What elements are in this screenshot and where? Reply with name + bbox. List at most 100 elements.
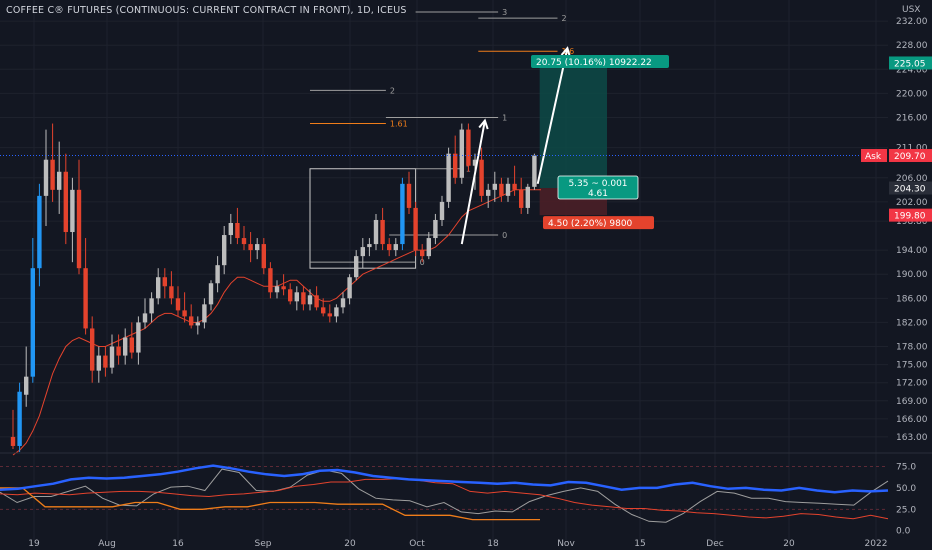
- price-axis: 232.00 228.00 224.00 220.00 216.00 211.00 206.…: [888, 0, 932, 550]
- candle-body: [354, 256, 359, 278]
- candle-body: [268, 268, 273, 293]
- candle-body: [156, 277, 161, 299]
- trend-arrow-head: [560, 46, 571, 58]
- fib-level-label: 1: [502, 114, 507, 123]
- price-tick-label: 211.00: [896, 144, 928, 154]
- time-tick-label: Oct: [409, 539, 425, 549]
- time-tick-label: 18: [487, 539, 499, 549]
- candle-body: [235, 222, 240, 239]
- candle-body: [472, 159, 478, 166]
- candle-body: [17, 391, 22, 446]
- candle-body: [222, 235, 227, 266]
- price-tag-bg: [889, 148, 932, 162]
- candle-body: [347, 277, 352, 299]
- candle-body: [453, 153, 458, 178]
- candle-body: [525, 186, 530, 208]
- candle-body: [169, 286, 174, 299]
- candle-body: [136, 322, 141, 353]
- stop-label-bg: [543, 216, 654, 230]
- chart-title: COFFEE C® FUTURES (CONTINUOUS: CURRENT C…: [6, 5, 407, 16]
- stop-label: 4.50 (2.20%) 9800: [548, 219, 633, 229]
- candle-body: [63, 171, 68, 233]
- ratio-label-line1: 5.35 ~ 0.001: [568, 179, 627, 189]
- price-tag: 209.70: [894, 152, 926, 162]
- candle-body: [393, 244, 398, 251]
- candle-body: [420, 250, 425, 257]
- candle-body: [57, 171, 62, 190]
- candles: [10, 123, 537, 452]
- candle-body: [486, 189, 491, 196]
- candle-body: [281, 286, 286, 290]
- price-tick-label: 198.80: [896, 217, 928, 227]
- osc-tick-label: 0.0: [896, 527, 911, 537]
- time-tick-label: 20: [783, 539, 795, 549]
- candle-body: [360, 247, 365, 257]
- price-tick-label: 228.00: [896, 41, 928, 51]
- price-tick-label: 175.00: [896, 361, 928, 371]
- price-tick-label: 232.00: [896, 17, 928, 27]
- candle-body: [162, 277, 167, 287]
- price-tick-label: 220.00: [896, 89, 928, 99]
- candle-body: [103, 355, 108, 368]
- candle-body: [10, 436, 16, 446]
- candle-body: [129, 337, 134, 353]
- osc-white-line: [0, 468, 889, 523]
- price-tick-label: 169.00: [896, 397, 928, 407]
- candle-body: [492, 183, 497, 190]
- trend-arrow: [460, 120, 486, 245]
- candle-body: [43, 159, 49, 196]
- candle-body: [182, 310, 187, 317]
- osc-orange-line: [0, 487, 540, 521]
- osc-tick-label: 25.0: [896, 505, 916, 515]
- trend-arrow-head: [478, 118, 489, 130]
- ratio-label-line2: 4.61: [588, 189, 608, 199]
- time-tick-label: 20: [344, 539, 356, 549]
- candle-body: [70, 189, 75, 233]
- candle-body: [142, 313, 148, 323]
- candle-body: [433, 219, 438, 239]
- price-tick-label: 202.00: [896, 198, 928, 208]
- candle-body: [248, 244, 253, 251]
- target-label-bg: [531, 54, 669, 68]
- candle-body: [76, 189, 82, 269]
- candle-body: [215, 265, 220, 284]
- candle-body: [195, 322, 200, 326]
- candle-body: [274, 286, 280, 293]
- candle-body: [327, 313, 332, 317]
- candle-body: [426, 238, 431, 257]
- candle-body: [189, 316, 194, 326]
- candle-body: [406, 183, 412, 208]
- candle-body: [116, 346, 121, 356]
- osc-blue-line: [0, 464, 889, 494]
- candle-body: [400, 183, 405, 245]
- candle-body: [149, 298, 154, 314]
- time-tick-label: 19: [28, 539, 40, 549]
- candle-body: [459, 129, 464, 178]
- price-tick-label: 166.00: [896, 415, 928, 425]
- fib-level-label: 1.61: [390, 120, 408, 129]
- candle-body: [208, 283, 214, 305]
- candle-body: [123, 337, 128, 356]
- price-tick-label: 216.00: [896, 114, 928, 124]
- candle-body: [24, 376, 29, 395]
- price-tick-label: 182.00: [896, 318, 928, 328]
- candle-body: [294, 292, 299, 302]
- price-tag-bg: [889, 208, 932, 222]
- candle-body: [307, 295, 313, 305]
- time-tick-label: Sep: [255, 539, 272, 549]
- price-tick-label: 163.00: [896, 433, 928, 443]
- candle-body: [387, 244, 392, 251]
- price-tick-label: 206.00: [896, 174, 928, 184]
- candle-body: [96, 355, 101, 371]
- candle-body: [334, 307, 339, 317]
- candle-body: [301, 292, 306, 305]
- osc-tick-label: 50.0: [896, 484, 916, 494]
- fib-level-label: 2: [390, 86, 395, 95]
- candle-body: [439, 201, 445, 220]
- candle-body: [228, 222, 233, 236]
- price-tag-bg: [889, 56, 932, 70]
- fib-level-label: 2: [562, 14, 567, 23]
- candle-body: [30, 268, 35, 377]
- candle-body: [202, 304, 207, 323]
